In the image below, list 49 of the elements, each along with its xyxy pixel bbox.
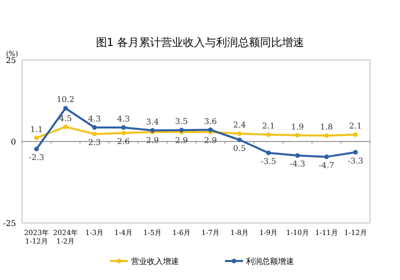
data-label: -3.3 xyxy=(348,156,364,166)
y-tick-label: -25 xyxy=(3,219,16,228)
data-label: 2.3 xyxy=(88,138,101,147)
point xyxy=(324,154,329,160)
data-label: 2.1 xyxy=(349,122,362,131)
legend-label: 利润总额增速 xyxy=(246,257,294,266)
data-label: 2.1 xyxy=(262,122,275,131)
data-label: -2.3 xyxy=(28,153,44,162)
data-label: 0.5 xyxy=(233,144,246,153)
legend-label: 营业收入增速 xyxy=(131,257,179,266)
point xyxy=(63,124,68,130)
data-label: 2.9 xyxy=(175,136,188,146)
point xyxy=(121,130,126,136)
point xyxy=(208,127,213,132)
data-label: 3.4 xyxy=(146,117,159,126)
data-label: 3.6 xyxy=(204,116,217,126)
y-tick-label: 25 xyxy=(6,56,16,65)
data-label: 1.8 xyxy=(320,122,333,132)
data-label: 2.9 xyxy=(146,136,159,146)
data-label: 2.6 xyxy=(117,137,130,146)
point xyxy=(295,153,300,158)
data-label: 2.4 xyxy=(233,120,246,130)
point xyxy=(353,150,358,155)
y-tick-label: 0 xyxy=(10,138,16,146)
data-label: 2.9 xyxy=(204,136,217,146)
point xyxy=(121,125,126,130)
point xyxy=(63,106,68,111)
chart-title: 图1 各月累计营业收入与利润总额同比增速 xyxy=(96,36,304,49)
point xyxy=(324,133,329,138)
data-label: 1.9 xyxy=(291,122,304,132)
data-label: 4.3 xyxy=(117,114,130,124)
point xyxy=(295,133,300,138)
data-label: -4.3 xyxy=(290,160,306,169)
point xyxy=(92,132,97,136)
point xyxy=(266,132,271,137)
point xyxy=(92,125,97,130)
data-label: 1.1 xyxy=(30,124,43,134)
point xyxy=(34,146,39,152)
data-label: 3.5 xyxy=(175,117,188,126)
point xyxy=(266,150,271,156)
data-label: 10.2 xyxy=(56,95,74,104)
point xyxy=(237,138,242,142)
data-label: 4.5 xyxy=(59,114,72,123)
data-label: 4.3 xyxy=(88,114,101,124)
data-label: -3.5 xyxy=(260,156,276,166)
point xyxy=(237,131,242,136)
point xyxy=(34,136,39,140)
point xyxy=(353,132,358,137)
data-label: -4.7 xyxy=(318,160,334,170)
